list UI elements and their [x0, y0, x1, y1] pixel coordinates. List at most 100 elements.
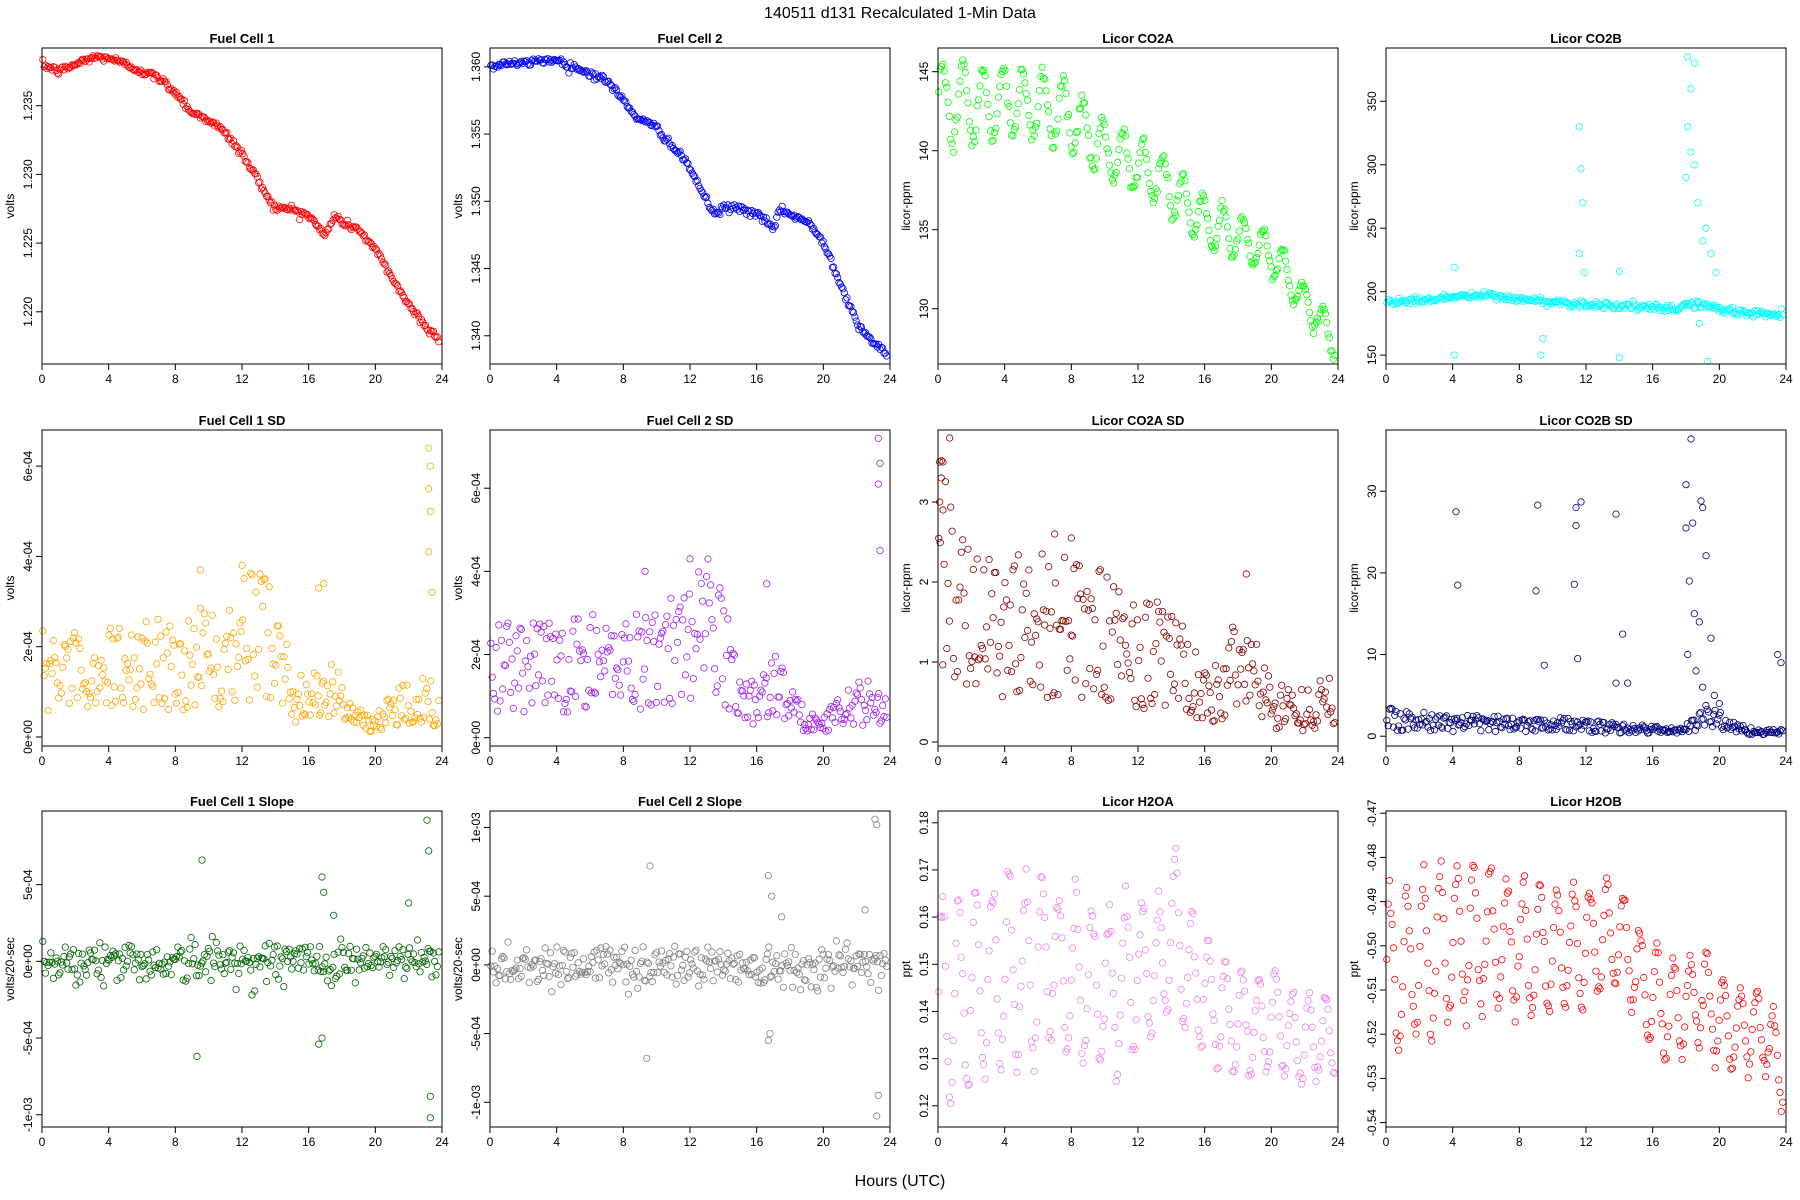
data-point [1059, 72, 1067, 80]
data-point [232, 142, 240, 150]
data-point [1695, 1044, 1703, 1052]
data-point [1250, 259, 1258, 267]
y-tick-label: 1.235 [21, 90, 35, 120]
data-point [1744, 309, 1752, 317]
data-point [943, 644, 951, 653]
data-point [1776, 1088, 1784, 1097]
data-point [874, 434, 882, 442]
data-point [656, 131, 664, 139]
x-tick-label: 8 [620, 372, 627, 386]
x-tick-label: 0 [39, 754, 46, 768]
data-point [388, 711, 396, 720]
data-point [78, 950, 87, 958]
x-tick-label: 8 [172, 372, 179, 386]
x-tick-label: 8 [1068, 372, 1075, 386]
data-point [1030, 1067, 1038, 1075]
x-tick-label: 20 [1265, 1135, 1279, 1149]
data-point [706, 581, 715, 589]
data-point [1667, 971, 1676, 980]
data-point [691, 173, 699, 181]
data-point [1715, 1016, 1723, 1024]
data-point [1284, 1022, 1292, 1030]
data-point [759, 213, 768, 221]
data-point [941, 478, 950, 486]
data-point [593, 626, 601, 635]
data-point [1315, 1066, 1323, 1074]
data-point [1184, 199, 1192, 207]
data-point [1436, 872, 1444, 881]
data-point [1324, 330, 1332, 338]
data-point [65, 699, 73, 707]
data-point [697, 579, 705, 588]
data-point [559, 708, 568, 716]
data-point [60, 640, 68, 649]
data-point [1682, 992, 1690, 1001]
data-point [412, 962, 420, 971]
data-point [1067, 534, 1075, 542]
data-point [1597, 300, 1605, 309]
data-point [192, 972, 200, 980]
data-point [348, 704, 357, 712]
data-point [1518, 716, 1526, 724]
data-point [1013, 1068, 1021, 1077]
data-point [1215, 217, 1224, 225]
data-point [216, 961, 224, 969]
y-tick-label: 30 [1365, 484, 1379, 498]
data-point [939, 458, 947, 466]
data-point [1282, 257, 1290, 265]
data-point [565, 655, 573, 664]
data-point [1250, 1028, 1258, 1037]
data-point [676, 603, 684, 611]
data-point [208, 118, 216, 126]
data-point [1238, 213, 1246, 221]
data-point [1552, 886, 1560, 894]
data-point [597, 944, 605, 952]
data-point [1695, 710, 1703, 718]
data-point [321, 960, 329, 968]
data-point [650, 968, 658, 977]
data-point [1160, 152, 1168, 160]
data-point [296, 702, 304, 710]
data-point [1057, 912, 1065, 920]
data-point [1190, 953, 1198, 961]
data-point [1062, 89, 1070, 98]
data-point [52, 954, 60, 962]
data-point [138, 962, 146, 971]
data-point [265, 939, 273, 948]
data-point [1098, 113, 1106, 122]
data-point [562, 695, 570, 703]
data-point [1753, 987, 1762, 995]
data-point [425, 485, 433, 493]
data-point [1776, 313, 1784, 321]
data-point [1687, 435, 1695, 443]
data-point [427, 326, 435, 335]
data-point [762, 955, 770, 964]
data-point [1222, 213, 1230, 221]
data-point [1509, 987, 1517, 995]
data-point [935, 534, 943, 542]
data-point [1560, 714, 1568, 723]
plot-frame [937, 47, 1339, 365]
data-point [810, 726, 818, 734]
data-point [513, 647, 521, 655]
data-point [71, 629, 79, 637]
data-point [1454, 874, 1462, 883]
data-point [1027, 1038, 1036, 1046]
data-point [505, 57, 513, 65]
data-point [1011, 123, 1020, 131]
data-point [1114, 158, 1122, 167]
data-point [982, 1039, 991, 1047]
data-point [1624, 955, 1632, 964]
data-point [726, 645, 735, 654]
data-point [1732, 1024, 1740, 1032]
data-point [1437, 857, 1445, 865]
data-point [965, 1080, 973, 1089]
data-point [668, 973, 676, 981]
data-point [1724, 1032, 1733, 1040]
data-point [610, 632, 618, 640]
data-point [1226, 1020, 1234, 1029]
data-point [876, 719, 884, 727]
data-point [1137, 140, 1146, 149]
data-point [615, 958, 623, 966]
